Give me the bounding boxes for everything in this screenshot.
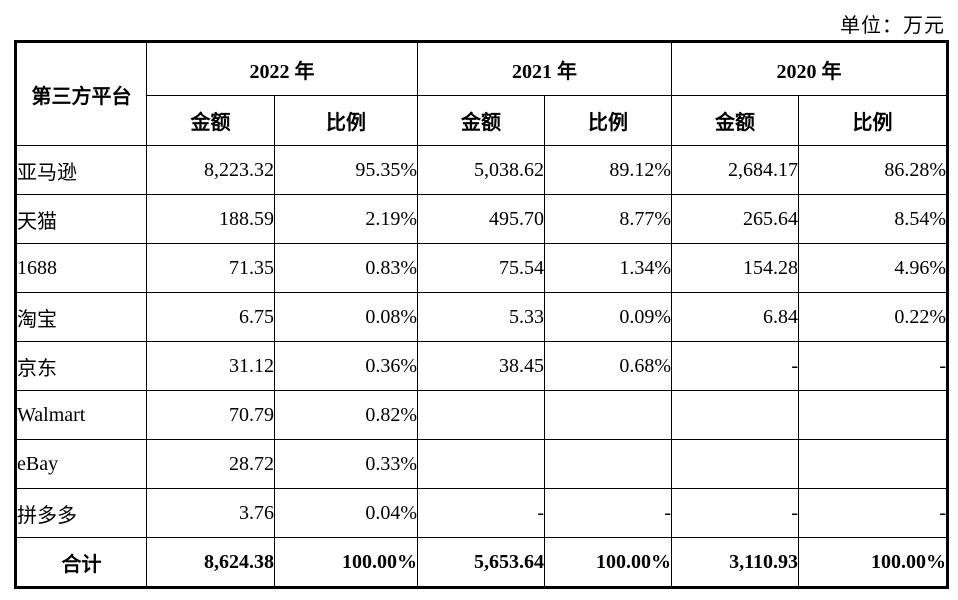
amount-cell: 28.72 [146,439,275,489]
amount-cell [671,439,799,489]
total-ratio-cell: 100.00% [544,537,672,588]
table-row-taobao: 淘宝 6.75 0.08% 5.33 0.09% 6.84 0.22% [15,292,948,342]
ratio-cell: 2.19% [274,194,418,244]
ratio-cell: 0.36% [274,341,418,391]
ratio-cell [544,390,672,440]
amount-cell: 495.70 [417,194,545,244]
unit-label: 单位：万元 [840,15,945,37]
platform-cell: 1688 [15,243,147,293]
platform-column-header: 第三方平台 [15,41,147,146]
ratio-cell [544,439,672,489]
platform-cell: Walmart [15,390,147,440]
amount-cell: 5.33 [417,292,545,342]
ratio-cell: 95.35% [274,145,418,195]
amount-header-2022: 金额 [146,95,275,146]
platform-cell: eBay [15,439,147,489]
amount-cell [417,390,545,440]
ratio-cell: 0.83% [274,243,418,293]
year-header-2020: 2020 年 [671,41,948,96]
year-header-2021: 2021 年 [417,41,672,96]
table-header-subcolumns: 金额 比例 金额 比例 金额 比例 [16,95,948,146]
table-row-ebay: eBay 28.72 0.33% [15,439,948,489]
amount-cell: 75.54 [417,243,545,293]
table-header-years: 第三方平台 2022 年 2021 年 2020 年 [15,41,948,146]
ratio-cell: - [798,488,948,538]
total-ratio-cell: 100.00% [798,537,948,588]
amount-cell: - [417,488,545,538]
amount-cell: 71.35 [146,243,275,293]
ratio-cell: 86.28% [798,145,948,195]
total-label: 合计 [15,537,147,588]
amount-header-2021: 金额 [417,95,545,146]
ratio-cell: 0.09% [544,292,672,342]
amount-cell [671,390,799,440]
ratio-cell: 0.68% [544,341,672,391]
amount-cell: 31.12 [146,341,275,391]
ratio-cell: 0.33% [274,439,418,489]
ratio-cell: 0.04% [274,488,418,538]
total-amount-cell: 5,653.64 [417,537,545,588]
table-row-1688: 1688 71.35 0.83% 75.54 1.34% 154.28 4.96… [15,243,948,293]
ratio-header-2021: 比例 [544,95,672,146]
platform-cell: 拼多多 [15,488,147,538]
ratio-cell: 0.82% [274,390,418,440]
amount-header-2020: 金额 [671,95,799,146]
ratio-cell [798,390,948,440]
amount-cell: 6.84 [671,292,799,342]
ratio-cell: - [798,341,948,391]
amount-cell: 38.45 [417,341,545,391]
platform-cell: 京东 [15,341,147,391]
amount-cell: 2,684.17 [671,145,799,195]
ratio-cell: 8.77% [544,194,672,244]
amount-cell: 6.75 [146,292,275,342]
total-amount-cell: 3,110.93 [671,537,799,588]
amount-cell: 188.59 [146,194,275,244]
ratio-cell: 8.54% [798,194,948,244]
amount-cell [417,439,545,489]
table-row-pinduoduo: 拼多多 3.76 0.04% - - - - [15,488,948,538]
amount-cell: 5,038.62 [417,145,545,195]
ratio-header-2020: 比例 [798,95,948,146]
ratio-cell: 0.22% [798,292,948,342]
table-row-tmall: 天猫 188.59 2.19% 495.70 8.77% 265.64 8.54… [15,194,948,244]
ratio-cell: 1.34% [544,243,672,293]
amount-cell: 70.79 [146,390,275,440]
total-ratio-cell: 100.00% [274,537,418,588]
amount-cell: - [671,341,799,391]
amount-cell: 154.28 [671,243,799,293]
platform-cell: 天猫 [15,194,147,244]
year-header-2022: 2022 年 [146,41,418,96]
ratio-cell: - [544,488,672,538]
ratio-cell: 89.12% [544,145,672,195]
ratio-cell: 0.08% [274,292,418,342]
platform-cell: 淘宝 [15,292,147,342]
amount-cell: 8,223.32 [146,145,275,195]
ratio-header-2022: 比例 [274,95,418,146]
amount-cell: 3.76 [146,488,275,538]
platform-revenue-table: 第三方平台 2022 年 2021 年 2020 年 金额 比例 金额 比例 金… [14,40,949,589]
total-amount-cell: 8,624.38 [146,537,275,588]
table-row-total: 合计 8,624.38 100.00% 5,653.64 100.00% 3,1… [15,537,948,588]
table-row-amazon: 亚马逊 8,223.32 95.35% 5,038.62 89.12% 2,68… [15,145,948,195]
table-row-walmart: Walmart 70.79 0.82% [15,390,948,440]
table-row-jd: 京东 31.12 0.36% 38.45 0.68% - - [15,341,948,391]
amount-cell: 265.64 [671,194,799,244]
ratio-cell: 4.96% [798,243,948,293]
ratio-cell [798,439,948,489]
amount-cell: - [671,488,799,538]
platform-cell: 亚马逊 [15,145,147,195]
